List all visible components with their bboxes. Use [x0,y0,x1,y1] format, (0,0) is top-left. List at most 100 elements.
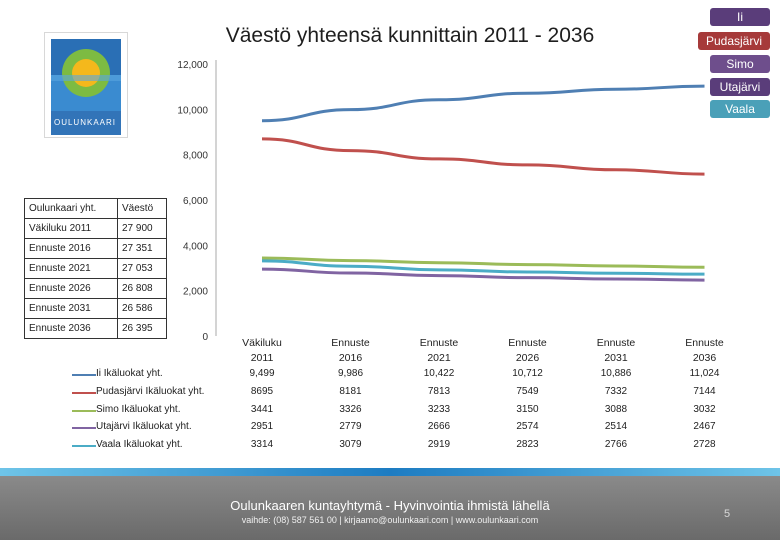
data-value: 9,986 [337,368,364,379]
legend-swatch [72,410,96,412]
legend-swatch [72,374,96,376]
category-label: Ennuste 2036 [675,336,735,366]
category-label: Väkiluku 2011 [232,336,292,366]
y-tick-label: 6,000 [183,196,208,207]
data-value: 7549 [516,386,539,397]
summary-row: Ennuste 2016 27 351 [24,238,167,259]
category-label-line: 2021 [427,352,451,364]
line-chart: 0 2,000 4,000 6,000 8,000 10,000 12,000 [177,60,705,343]
logo-graphic [51,39,121,135]
summary-table: Oulunkaari yht. Väestö Väkiluku 2011 27 9… [24,198,167,339]
data-value: 2951 [250,421,274,432]
summary-header-cell: Oulunkaari yht. [24,198,118,219]
data-value: 2666 [427,421,451,432]
legend-swatch [72,445,96,447]
data-value: 3233 [427,404,451,415]
summary-cell: 27 900 [117,218,167,239]
category-label-line: Ennuste [419,337,459,349]
footer-title: Oulunkaaren kuntayhtymä - Hyvinvointia i… [230,498,550,513]
series-label: Pudasjärvi Ikäluokat yht. [96,386,205,397]
logo-text: OULUNKAARI [53,118,116,127]
data-value: 2514 [604,421,628,432]
data-value: 10,422 [423,368,455,379]
category-label-line: Ennuste [596,337,636,349]
data-value: 10,712 [512,368,543,379]
category-label-line: 2031 [604,352,628,364]
summary-row: Väkiluku 2011 27 900 [24,218,167,239]
category-label-line: 2011 [250,352,274,364]
summary-row: Ennuste 2031 26 586 [24,298,167,319]
series-label: Vaala Ikäluokat yht. [96,439,183,450]
legend-button-pudasjarvi[interactable]: Pudasjärvi [697,32,770,50]
series-label: Ii Ikäluokat yht. [96,368,163,379]
data-value: 7332 [604,386,628,397]
category-label-line: Ennuste [331,337,370,349]
footer-band [0,468,780,476]
y-tick-label: 8,000 [183,151,208,162]
data-value: 3032 [693,404,716,415]
data-value: 3441 [250,404,274,415]
y-tick-label: 12,000 [177,60,208,71]
data-value: 2766 [604,439,628,450]
summary-header-cell: Väestö [117,198,167,219]
chart-title: Väestö yhteensä kunnittain 2011 - 2036 [225,24,595,47]
summary-cell: 27 053 [117,258,167,279]
series-label: Simo Ikäluokat yht. [96,404,181,415]
footer [0,476,780,540]
data-value: 3314 [250,439,274,450]
category-label-line: 2026 [515,352,540,364]
category-label-line: Ennuste [508,337,547,349]
category-label: Ennuste 2021 [409,336,469,366]
summary-row: Ennuste 2036 26 395 [24,318,167,339]
y-tick-label: 2,000 [183,287,208,298]
legend-button-ii[interactable]: Ii [710,8,770,26]
y-tick-label: 0 [202,332,208,343]
series-label: Utajärvi Ikäluokat yht. [96,421,192,432]
series-line-3 [261,267,705,282]
page-number: 5 [724,508,731,520]
data-value: 3088 [604,404,628,415]
data-value: 2467 [693,421,716,432]
summary-cell: Ennuste 2031 [24,298,118,319]
summary-cell: Ennuste 2016 [24,238,118,259]
legend-button-simo[interactable]: Simo [710,55,770,73]
series-lines [261,84,705,282]
data-value: 8181 [339,386,362,397]
data-value: 7813 [427,386,451,397]
y-tick-label: 10,000 [177,105,208,116]
category-label: Ennuste 2031 [586,336,646,366]
oulunkaari-logo [44,32,128,138]
summary-cell: 26 395 [117,318,167,339]
data-value: 7144 [693,386,716,397]
y-tick-labels: 0 2,000 4,000 6,000 8,000 10,000 12,000 [177,60,208,343]
legend-swatch [72,427,96,429]
summary-row: Ennuste 2026 26 808 [24,278,167,299]
category-label-line: 2036 [692,352,717,364]
footer-contact: vaihde: (08) 587 561 00 | kirjaamo@oulun… [241,515,539,525]
summary-header-row: Oulunkaari yht. Väestö [24,198,167,219]
summary-cell: Ennuste 2026 [24,278,118,299]
summary-cell: Ennuste 2036 [24,318,118,339]
data-value: 3150 [516,404,539,415]
legend-button-vaala[interactable]: Vaala [710,100,770,118]
legend-swatch [72,392,96,394]
summary-cell: 26 586 [117,298,167,319]
data-value: 2919 [427,439,451,450]
legend-button-utajarvi[interactable]: Utajärvi [710,78,770,96]
series-line-4 [261,259,705,276]
data-value: 9,499 [249,368,275,379]
summary-cell: Väkiluku 2011 [24,218,118,239]
data-value: 3326 [339,404,362,415]
summary-cell: 26 808 [117,278,167,299]
category-label-line: 2016 [338,352,363,364]
y-tick-label: 4,000 [183,241,208,252]
series-line-1 [261,137,705,176]
data-value: 2823 [516,439,539,450]
data-value: 3079 [339,439,362,450]
data-value: 10,886 [600,368,632,379]
summary-row: Ennuste 2021 27 053 [24,258,167,279]
category-label: Ennuste 2016 [321,336,381,366]
category-label-line: Väkiluku [242,337,282,349]
data-value: 8695 [250,386,274,397]
data-value: 2779 [339,421,362,432]
